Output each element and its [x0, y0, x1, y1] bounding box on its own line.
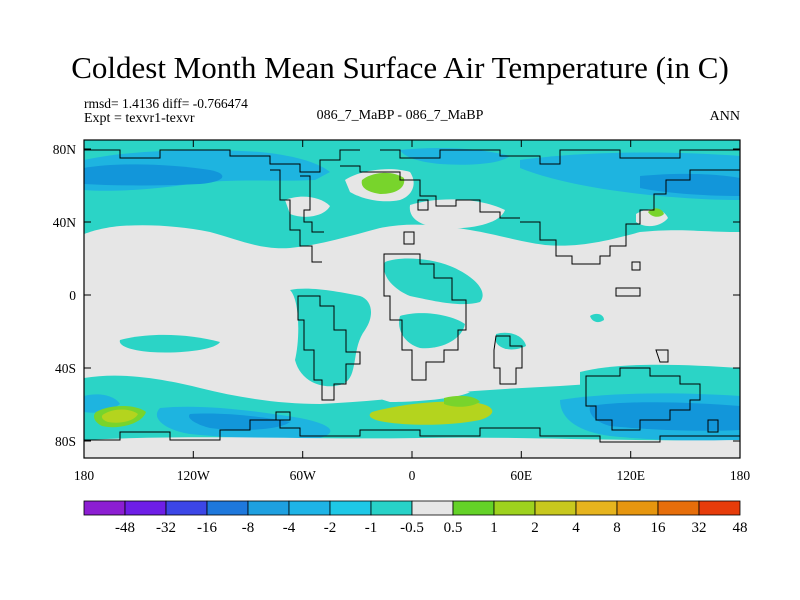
field-tropic-cyan-6: [590, 313, 604, 323]
colorbar-label: 48: [733, 520, 748, 536]
field-south-light-mid: [370, 389, 470, 402]
colorbar-label: 1: [490, 520, 498, 536]
field-south-green: [444, 395, 480, 407]
field-tropic-cyan-2: [384, 258, 483, 305]
field-tropic-cyan-4: [119, 334, 220, 353]
colorbar-label: -0.5: [400, 520, 424, 536]
colorbar-swatch: [657, 500, 700, 516]
colorbar-swatch: [698, 500, 741, 516]
y-tick-labels: 80N 40N 0 40S 80S: [53, 142, 77, 449]
colorbar-swatch: [575, 500, 618, 516]
field-south-yellow-west: [101, 409, 138, 423]
colorbar-swatch: [83, 500, 126, 516]
colorbar-label: -32: [156, 520, 176, 536]
colorbar-label: -48: [115, 520, 135, 536]
colorbar-swatch: [124, 500, 167, 516]
field-tropic-cyan-1: [290, 288, 372, 387]
colorbar-swatch: [534, 500, 577, 516]
field-south-cyan-east: [580, 364, 740, 390]
colorbar-label: 16: [651, 520, 667, 536]
y-tick-label: 0: [69, 288, 76, 303]
colorbar-swatch: [493, 500, 536, 516]
colorbar-label: -1: [365, 520, 378, 536]
x-tick-label: 0: [409, 468, 416, 483]
field-north-green-1: [361, 172, 405, 194]
field-tropic-cyan-3: [399, 313, 465, 349]
colorbar-label: 8: [613, 520, 621, 536]
colorbar-label: -2: [324, 520, 337, 536]
field-north-darkblue-east: [640, 173, 740, 196]
field-south-darkblue-east: [589, 402, 740, 431]
x-tick-label: 120W: [177, 468, 210, 483]
x-tick-label: 60W: [290, 468, 317, 483]
plot-title: Coldest Month Mean Surface Air Temperatu…: [71, 50, 729, 85]
colorbar-swatch: [616, 500, 659, 516]
field-tropic-cyan-5: [496, 332, 526, 350]
x-tick-label: 60E: [510, 468, 532, 483]
field-south-light-band: [84, 437, 740, 458]
x-tick-label: 120E: [616, 468, 645, 483]
period-label: ANN: [709, 109, 740, 124]
field-north-darkblue: [84, 164, 223, 186]
colorbar-swatch: [165, 500, 208, 516]
colorbar: [83, 500, 741, 516]
colorbar-label: -16: [197, 520, 217, 536]
colorbar-swatch: [288, 500, 331, 516]
x-tick-label: 180: [74, 468, 95, 483]
colorbar-label: 4: [572, 520, 580, 536]
field-north-light-3: [285, 196, 330, 217]
x-tick-labels: 180 120W 60W 0 60E 120E 180: [74, 468, 751, 483]
y-axis: [84, 148, 740, 442]
colorbar-labels: -48 -32 -16 -8 -4 -2 -1 -0.5 0.5 1 2 4 8 16 32 48: [115, 520, 748, 536]
colorbar-label: -4: [283, 520, 296, 536]
coastlines: [84, 149, 740, 443]
colorbar-label: 0.5: [444, 520, 463, 536]
colorbar-swatch: [206, 500, 249, 516]
field-north-light-2: [409, 199, 505, 229]
field-north-blue-mid: [400, 148, 510, 165]
colorbar-swatch: [370, 500, 413, 516]
experiment-text: Expt = texvr1-texvr: [84, 111, 195, 126]
y-tick-label: 40N: [53, 215, 77, 230]
colorbar-label: 2: [531, 520, 539, 536]
field-south-darkblue-west: [189, 413, 290, 430]
colorbar-swatch: [247, 500, 290, 516]
y-tick-label: 80N: [53, 142, 77, 157]
field-south-yellow-green: [369, 401, 493, 425]
stats-text: rmsd= 1.4136 diff= -0.766474: [84, 96, 248, 111]
colorbar-swatch: [411, 500, 454, 516]
colorbar-label: -8: [242, 520, 255, 536]
colorbar-swatch: [452, 500, 495, 516]
comparison-label: 086_7_MaBP - 086_7_MaBP: [316, 108, 484, 123]
colorbar-label: 32: [692, 520, 707, 536]
y-tick-label: 80S: [55, 434, 76, 449]
x-tick-label: 180: [730, 468, 751, 483]
colorbar-swatch: [329, 500, 372, 516]
y-tick-label: 40S: [55, 361, 76, 376]
x-axis: [83, 140, 741, 458]
